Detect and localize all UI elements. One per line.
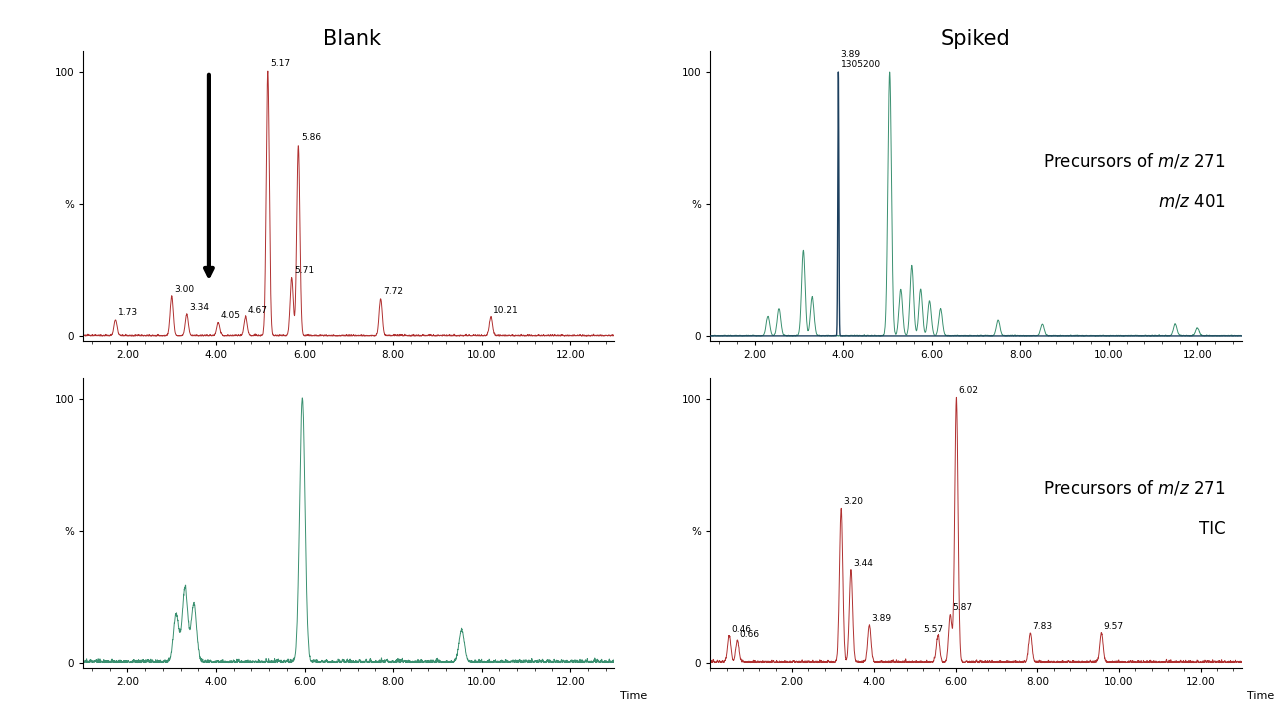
Text: $\it{m/z}$ 401: $\it{m/z}$ 401	[1157, 193, 1226, 211]
Text: Blank: Blank	[323, 29, 381, 49]
Text: 3.89
1305200: 3.89 1305200	[841, 50, 881, 69]
Text: Precursors of $\it{m/z}$ 271: Precursors of $\it{m/z}$ 271	[1043, 478, 1226, 497]
Text: 1.73: 1.73	[118, 309, 138, 317]
Text: 7.83: 7.83	[1033, 622, 1052, 631]
Text: TIC: TIC	[1199, 520, 1226, 537]
Text: 0.46: 0.46	[731, 624, 751, 634]
Text: 5.86: 5.86	[301, 133, 321, 142]
Text: 6.02: 6.02	[959, 386, 978, 395]
Text: 10.21: 10.21	[493, 306, 518, 315]
Text: 5.71: 5.71	[294, 266, 314, 275]
Text: 5.57: 5.57	[924, 624, 943, 634]
Text: 3.00: 3.00	[174, 285, 195, 294]
Text: Spiked: Spiked	[941, 29, 1010, 49]
Text: 3.34: 3.34	[189, 303, 209, 312]
Text: 5.17: 5.17	[270, 59, 291, 68]
Text: 4.05: 4.05	[220, 311, 241, 320]
Text: Precursors of $\it{m/z}$ 271: Precursors of $\it{m/z}$ 271	[1043, 152, 1226, 171]
Text: 5.87: 5.87	[952, 603, 973, 613]
Text: 3.20: 3.20	[844, 497, 863, 505]
Text: 4.67: 4.67	[248, 306, 268, 315]
Text: 3.89: 3.89	[872, 614, 891, 623]
Text: 7.72: 7.72	[383, 287, 403, 296]
Text: 9.57: 9.57	[1103, 622, 1124, 631]
Text: Time: Time	[620, 691, 646, 701]
Text: Time: Time	[1247, 691, 1274, 701]
Text: 0.66: 0.66	[740, 630, 759, 639]
Text: 3.44: 3.44	[852, 558, 873, 568]
